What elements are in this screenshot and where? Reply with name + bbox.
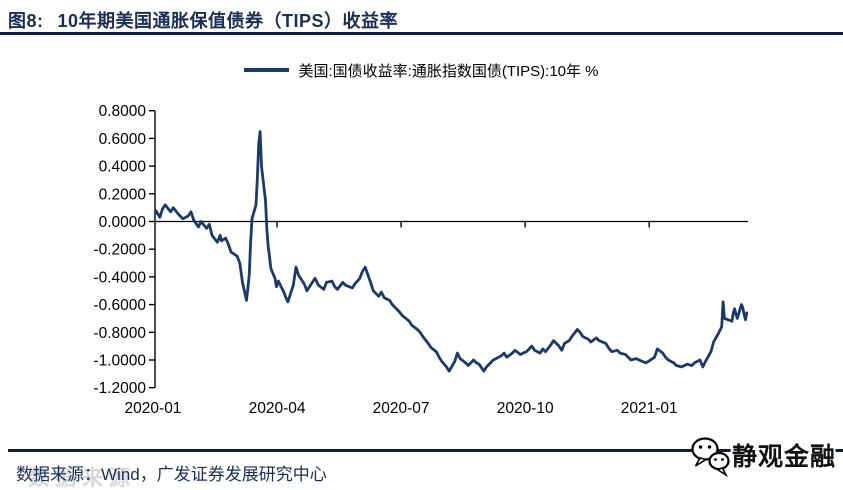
chart-legend: 美国:国债收益率:通胀指数国债(TIPS):10年 % bbox=[0, 60, 843, 80]
y-tick-label: -0.2000 bbox=[93, 242, 146, 259]
x-tick-label: 2020-04 bbox=[249, 400, 306, 417]
watermark-ghost: 数据来源 bbox=[28, 467, 136, 490]
wechat-watermark-badge: 静观金融 bbox=[688, 432, 843, 484]
y-tick-label: 0.8000 bbox=[99, 103, 147, 120]
x-tick-label: 2020-01 bbox=[125, 400, 182, 417]
wechat-icon bbox=[691, 437, 730, 478]
y-tick-label: -0.4000 bbox=[93, 269, 146, 286]
title-divider bbox=[0, 32, 843, 35]
y-tick-label: -0.6000 bbox=[93, 297, 146, 314]
y-tick-label: 0.0000 bbox=[99, 214, 147, 231]
y-tick-label: 0.4000 bbox=[99, 159, 147, 176]
page-title: 图8: 10年期美国通胀保值债券（TIPS）收益率 bbox=[8, 7, 398, 33]
x-tick-label: 2020-07 bbox=[373, 400, 430, 417]
y-tick-label: -0.8000 bbox=[93, 325, 146, 342]
y-tick-label: -1.2000 bbox=[93, 380, 146, 397]
y-tick-label: 0.6000 bbox=[99, 131, 147, 148]
series-line-tips-10y bbox=[154, 130, 749, 373]
x-tick-label: 2021-01 bbox=[621, 400, 678, 417]
legend-line-swatch bbox=[244, 68, 290, 72]
y-tick-label: -1.0000 bbox=[93, 353, 146, 370]
figure-title-text: 10年期美国通胀保值债券（TIPS）收益率 bbox=[57, 11, 399, 31]
footer-divider bbox=[8, 449, 843, 452]
legend-label: 美国:国债收益率:通胀指数国债(TIPS):10年 % bbox=[298, 62, 599, 80]
watermark-text: 静观金融 bbox=[732, 443, 837, 471]
x-tick-label: 2020-10 bbox=[497, 400, 554, 417]
y-tick-label: 0.2000 bbox=[99, 186, 147, 203]
data-source-text: 数据来源：Wind，广发证券发展研究中心 bbox=[16, 465, 327, 484]
figure-number: 图8: bbox=[8, 11, 44, 31]
